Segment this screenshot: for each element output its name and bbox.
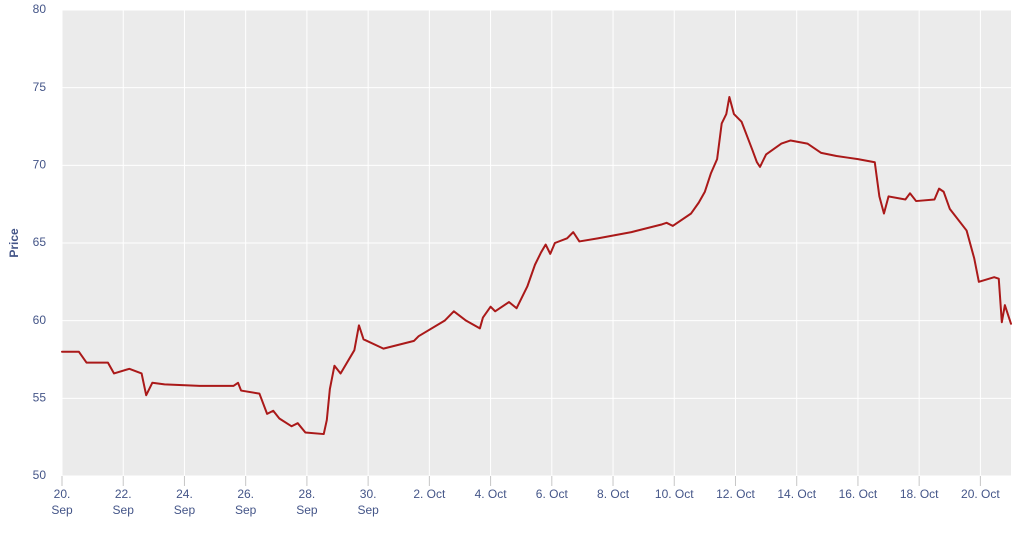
- xtick-label: 8. Oct: [597, 487, 630, 501]
- xtick-label: 10. Oct: [655, 487, 694, 501]
- ytick-label: 50: [33, 468, 47, 482]
- yaxis-title: Price: [7, 228, 21, 258]
- ytick-label: 65: [33, 235, 47, 249]
- xtick-label: 14. Oct: [777, 487, 816, 501]
- price-line-chart: 5055606570758020.Sep22.Sep24.Sep26.Sep28…: [0, 0, 1021, 548]
- ytick-label: 75: [33, 80, 47, 94]
- chart-svg: 5055606570758020.Sep22.Sep24.Sep26.Sep28…: [0, 0, 1021, 548]
- xtick-label: 12. Oct: [716, 487, 755, 501]
- ytick-label: 60: [33, 313, 47, 327]
- xtick-label: 20. Oct: [961, 487, 1000, 501]
- xtick-label: 18. Oct: [900, 487, 939, 501]
- xtick-label: 6. Oct: [536, 487, 569, 501]
- ytick-label: 80: [33, 2, 47, 16]
- ytick-label: 55: [33, 391, 47, 405]
- xtick-label: 2. Oct: [413, 487, 446, 501]
- ytick-label: 70: [33, 158, 47, 172]
- xtick-label: 4. Oct: [475, 487, 508, 501]
- xtick-label: 16. Oct: [839, 487, 878, 501]
